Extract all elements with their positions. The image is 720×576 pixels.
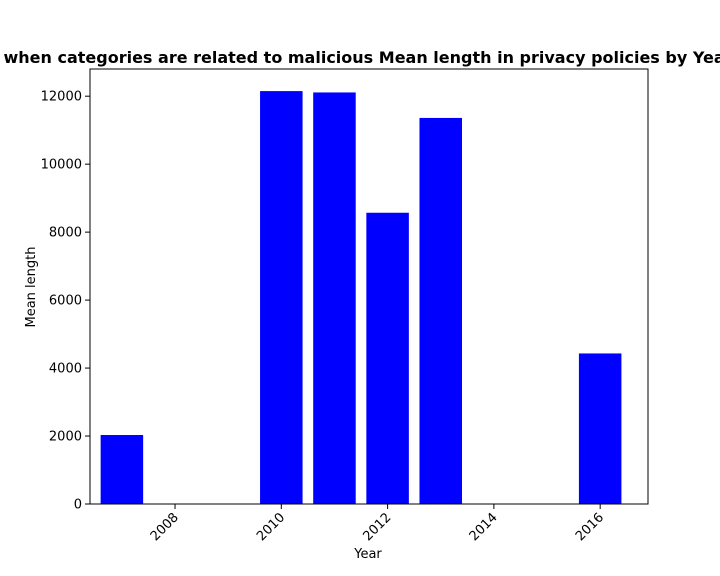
- bar-2010: [260, 91, 303, 504]
- y-tick-label: 12000: [41, 90, 82, 105]
- y-tick-label: 10000: [41, 158, 82, 173]
- y-tick-label: 8000: [49, 226, 82, 241]
- x-tick-label: 2016: [573, 510, 607, 544]
- chart-title: when categories are related to malicious…: [3, 48, 720, 67]
- x-tick-label: 2014: [467, 510, 501, 544]
- bar-2007: [100, 435, 144, 504]
- plot-frame: [89, 68, 649, 505]
- x-tick-label: 2012: [360, 510, 394, 544]
- y-axis-label: Mean length: [24, 247, 39, 328]
- x-axis-label: Year: [353, 547, 382, 562]
- x-tick-label: 2008: [148, 510, 182, 544]
- y-axis-ticks: 0 2000 4000 6000 8000 10000 12000: [41, 90, 90, 513]
- x-axis-ticks: 2008 2010 2012 2014 2016: [148, 504, 607, 544]
- bar-2012: [366, 212, 409, 504]
- bars-group: [100, 91, 622, 504]
- bar-2013: [419, 117, 462, 504]
- x-tick-label: 2010: [254, 510, 288, 544]
- y-tick-label: 4000: [49, 362, 82, 377]
- y-tick-label: 0: [74, 498, 82, 513]
- y-tick-label: 6000: [49, 294, 82, 309]
- bar-2016: [578, 353, 622, 504]
- bar-2011: [313, 92, 356, 504]
- y-tick-label: 2000: [49, 430, 82, 445]
